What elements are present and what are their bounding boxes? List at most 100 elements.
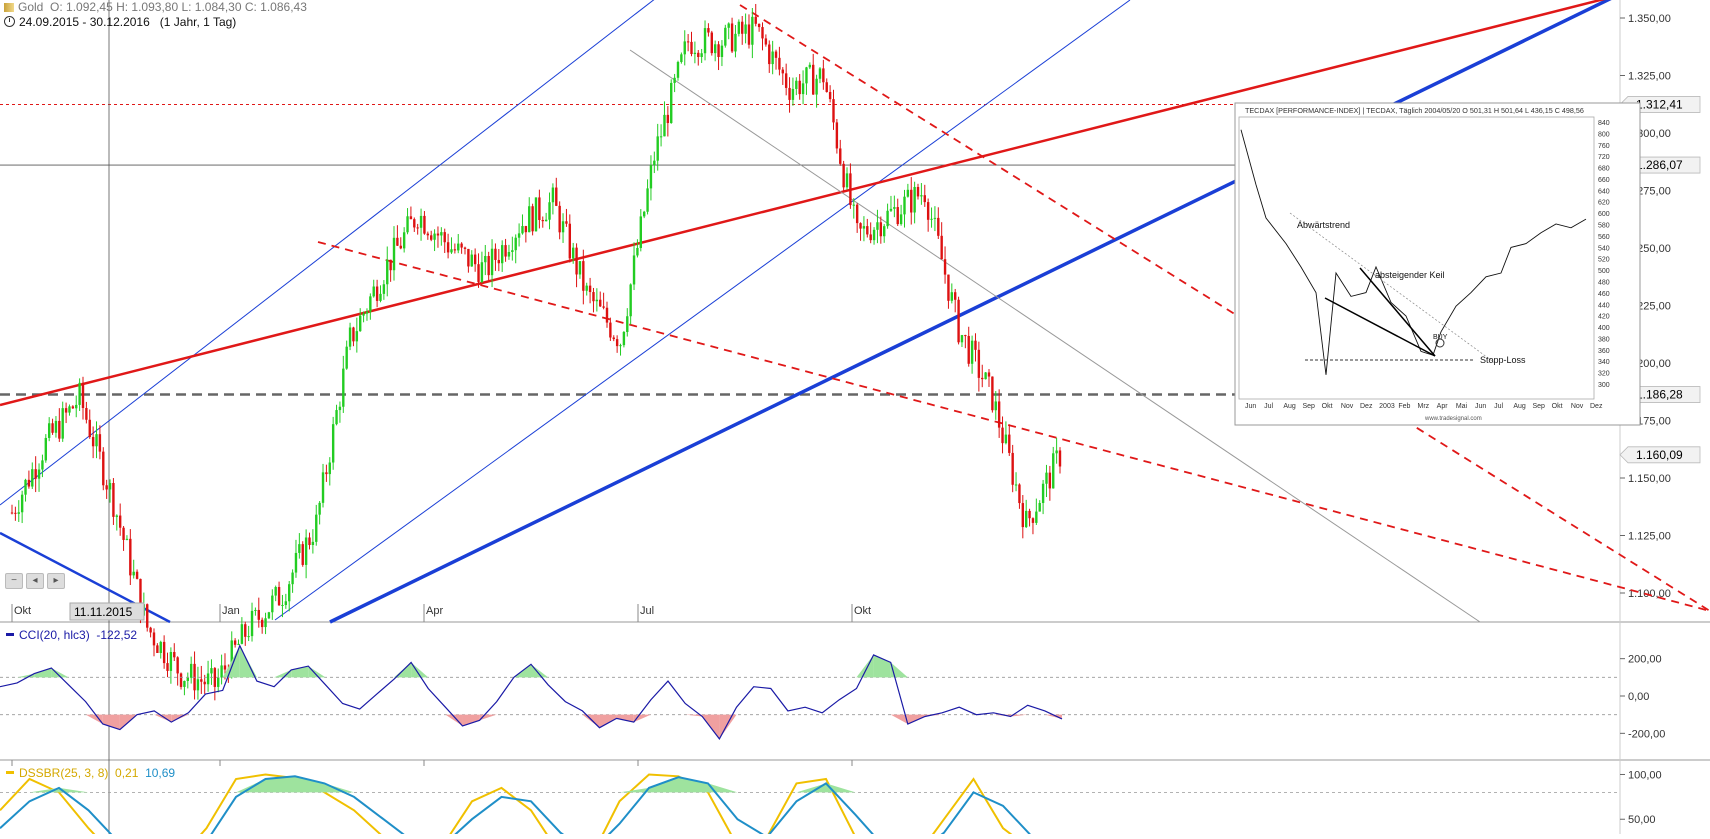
zoom-out-button[interactable]: − [5,573,23,589]
inset-x-tick: Jul [1494,403,1503,410]
candle-body [676,62,680,78]
cci-overbought-fill [856,654,874,678]
header-range: 24.09.2015 - 30.12.2016 (1 Jahr, 1 Tag) [4,15,236,29]
candle-body [186,677,189,681]
candle-body [717,44,720,57]
candle-body [541,220,544,222]
candle-body [206,673,210,685]
y-tick-label: 1.125,00 [1628,531,1671,543]
dss-y-tick-label: 50,00 [1628,814,1656,826]
candle-body [396,237,399,246]
candle-body [460,243,463,248]
x-tick-label: Jan [222,605,240,617]
candle-body [504,245,507,257]
candle-body [335,410,338,425]
candle-body [166,663,169,671]
inset-wedge-lower [1324,297,1436,357]
candle-body [1038,502,1041,512]
candle-body [747,24,751,45]
cci-oversold-fill [154,714,172,723]
candle-body [328,462,331,475]
candle-body [626,316,629,333]
candle-body [876,222,879,230]
candle-body [795,80,798,89]
inset-label-buy: BUY [1433,334,1448,341]
candle-body [977,349,981,378]
candle-body [108,483,112,490]
candle-body [872,229,876,241]
candle-body [818,68,822,79]
candle-body [575,247,578,275]
candle-body [179,673,183,687]
candle-body [183,680,186,687]
candle-body [457,243,460,251]
inset-x-tick: Okt [1322,403,1333,410]
candle-body [534,197,538,232]
candle-body [389,259,392,271]
candle-body [430,235,433,240]
dss-line-yellow [0,773,1019,839]
cci-legend-name: CCI(20, hlc3) [19,628,90,642]
candle-body [883,226,886,237]
candle-body [950,292,954,301]
candle-body [707,28,710,33]
candle-body [365,311,369,314]
candle-body [470,254,473,267]
candle-body [24,479,27,495]
cci-overbought-fill [411,662,429,678]
cursor-date-label: 11.11.2015 [74,605,133,619]
candle-body [64,408,68,413]
candle-body [244,624,247,637]
cci-y-tick-label: -200,00 [1628,728,1665,740]
candle-body [659,136,663,138]
inset-y-tick: 560 [1598,234,1610,241]
cci-oversold-fill [616,714,634,723]
cci-oversold-fill [1044,714,1062,719]
inset-y-tick: 800 [1598,131,1610,138]
candle-body [778,57,781,70]
candle-body [480,262,484,282]
price-label-last-box [1619,446,1701,464]
inset-y-tick: 500 [1598,268,1610,275]
candle-body [47,423,51,438]
inset-x-tick: Dez [1590,403,1603,410]
inset-title: TECDAX [PERFORMANCE-INDEX] | TECDAX, Täg… [1245,106,1584,115]
candle-body [1052,453,1055,489]
candle-body [514,237,517,251]
candle-body [44,437,48,461]
scroll-left-button[interactable]: ◂ [26,573,44,589]
cci-legend-value: -122,52 [96,628,138,642]
candle-body [68,406,71,413]
candle-body [565,221,568,224]
scroll-right-button[interactable]: ▸ [47,573,65,589]
candle-body [866,226,869,235]
dss-legend-value1: 0,21 [115,766,139,780]
candle-body [521,226,524,234]
candle-body [78,382,81,405]
candle-body [903,196,906,215]
candle-body [291,572,294,585]
date-range: 24.09.2015 - 30.12.2016 [19,15,150,29]
candle-body [379,293,382,301]
candle-body [751,16,754,45]
candle-body [281,605,284,607]
inset-label-trend: Abwärtstrend [1297,220,1350,230]
candle-body [27,479,31,487]
cci-y-tick-label: 200,00 [1628,654,1662,666]
candle-body [118,515,122,528]
candle-body [162,641,166,664]
candle-body [808,64,812,68]
candle-body [761,27,764,39]
cci-overbought-fill [274,669,292,678]
cci-oversold-fill [171,714,189,723]
candle-body [741,21,744,34]
candle-body [189,663,193,678]
candle-body [402,232,406,249]
price-label-last-text: 1.160,09 [1636,448,1683,462]
candle-body [467,248,470,267]
candle-body [852,204,855,206]
candle-body [913,186,916,213]
inset-y-tick: 540 [1598,245,1610,252]
candle-body [247,636,250,638]
